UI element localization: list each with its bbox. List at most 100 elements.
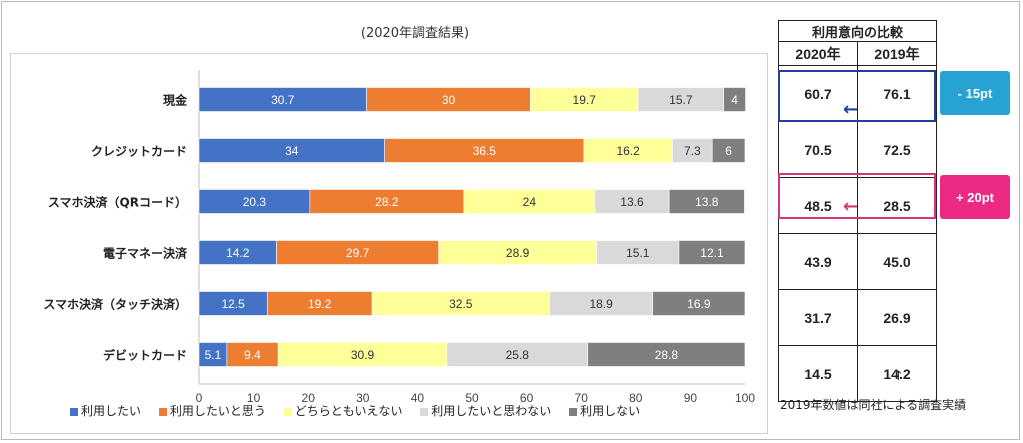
cell-2019: 26.9 <box>857 289 937 346</box>
data-label: 15.7 <box>669 93 693 107</box>
bar-segment <box>549 291 654 316</box>
bar-segment <box>668 189 745 214</box>
plot-area: 現金 30.7 30 19.7 15.7 4 クレジットカード 34 36.5 16.2 7.3 6 ス… <box>10 53 768 434</box>
data-label: 30 <box>442 93 456 107</box>
table-title: 利用意向の比較 <box>778 20 937 42</box>
x-tick-label: 20 <box>302 391 316 405</box>
legend-item-1: 利用したい <box>70 404 141 418</box>
data-label: 13.6 <box>620 195 644 209</box>
cell-2020: 70.5 <box>778 121 858 178</box>
table-row: 43.9 45.0 <box>778 233 937 290</box>
data-label: 20.3 <box>243 195 267 209</box>
bar-segment <box>276 240 439 265</box>
bar-segment <box>384 138 585 163</box>
bar-segment <box>637 87 725 112</box>
cash-diff-badge: - 15pt <box>940 71 1010 115</box>
stacked-bar-chart: 現金 30.7 30 19.7 15.7 4 クレジットカード 34 36.5 16.2 7.3 6 ス… <box>43 70 755 405</box>
legend-swatch-4 <box>420 407 429 416</box>
legend-label-3: どちらともいえない <box>294 404 403 418</box>
cell-2020: 31.7 <box>778 289 858 346</box>
x-tick-label: 10 <box>247 391 261 405</box>
data-label: 19.2 <box>308 297 332 311</box>
header-2019: 2019年 <box>857 41 937 66</box>
x-tick-label: 60 <box>520 391 534 405</box>
category-label: 電子マネー決済 <box>103 246 188 261</box>
x-tick-label: 90 <box>684 391 698 405</box>
legend: 利用したい 利用したいと思う どちらともいえない 利用したいと思わない 利用しな… <box>70 402 654 419</box>
bar-segment <box>309 189 465 214</box>
category-label: 現金 <box>163 93 188 108</box>
cell-2020: 14.5 <box>778 345 858 402</box>
data-label: 12.5 <box>221 297 245 311</box>
data-label: 6 <box>725 144 732 158</box>
category-label: デビットカード <box>103 348 187 363</box>
bar-segment <box>198 240 277 265</box>
x-tick-label: 70 <box>575 391 589 405</box>
legend-item-3: どちらともいえない <box>283 404 403 418</box>
legend-label-2: 利用したいと思う <box>169 404 266 418</box>
legend-swatch-3 <box>283 407 292 416</box>
table-row: 70.5 72.5 <box>778 121 937 178</box>
legend-label-5: 利用しない <box>580 404 641 418</box>
category-label: スマホ決済（QRコード） <box>48 195 187 210</box>
header-2020: 2020年 <box>778 41 858 66</box>
data-label: 28.8 <box>655 348 679 362</box>
cell-2019: 28.5 <box>857 177 937 234</box>
cell-2019: 14.2 <box>857 345 937 402</box>
cash-arrow-left-icon: ← <box>843 99 859 120</box>
data-label: 18.9 <box>589 297 613 311</box>
data-label: 19.7 <box>573 93 597 107</box>
chart-subtitle: (2020年調査結果) <box>360 26 470 41</box>
legend-label-4: 利用したいと思わない <box>431 404 552 418</box>
source-note: 2019年数値は同社による調査実績 <box>780 398 967 412</box>
data-label: 12.1 <box>700 246 724 260</box>
qr-diff-badge: + 20pt <box>940 175 1010 219</box>
data-label: 24 <box>523 195 537 209</box>
category-label: クレジットカード <box>91 145 187 159</box>
cell-2020: 43.9 <box>778 233 858 290</box>
bar-segment <box>711 138 746 163</box>
data-label: 25.8 <box>506 348 530 362</box>
legend-swatch-5 <box>569 407 578 416</box>
category-label: スマホ決済（タッチ決済） <box>43 297 187 312</box>
data-label: 15.1 <box>626 246 650 260</box>
bar-segment <box>438 240 597 265</box>
data-label: 4 <box>731 93 738 107</box>
up-arrow-icon: ↑ <box>893 369 904 384</box>
bar-segment <box>198 291 268 316</box>
data-label: 28.2 <box>375 195 399 209</box>
legend-item-5: 利用しない <box>569 404 640 418</box>
bar-segment <box>583 138 673 163</box>
bar-segment <box>594 189 670 214</box>
data-label: 13.8 <box>695 195 719 209</box>
qr-highlight-box <box>778 173 936 219</box>
bar-segment <box>652 291 746 316</box>
data-label: 14.2 <box>226 246 250 260</box>
data-label: 28.9 <box>506 246 530 260</box>
legend-item-2: 利用したいと思う <box>158 404 266 418</box>
bar-segment <box>530 87 639 112</box>
bar-segment <box>198 87 367 112</box>
cell-2019: 45.0 <box>857 233 937 290</box>
x-tick-label: 40 <box>411 391 425 405</box>
data-label: 30.9 <box>351 348 375 362</box>
bar-segment <box>587 342 746 367</box>
bar-segment <box>463 189 596 214</box>
data-label: 5.1 <box>205 348 222 362</box>
data-label: 16.9 <box>687 297 711 311</box>
cell-2019: 72.5 <box>857 121 937 178</box>
bar-segment <box>198 342 228 367</box>
data-label: 7.3 <box>684 144 701 158</box>
x-tick-label: 30 <box>356 391 370 405</box>
x-tick-label: 50 <box>465 391 479 405</box>
table-row: 31.7 26.9 <box>778 289 937 346</box>
table-title-row: 利用意向の比較 <box>778 20 937 42</box>
bar-segment <box>723 87 746 112</box>
data-label: 36.5 <box>473 144 497 158</box>
data-label: 29.7 <box>346 246 370 260</box>
bar-segment <box>226 342 279 367</box>
bar-segment <box>371 291 550 316</box>
legend-item-4: 利用したいと思わない <box>420 404 551 418</box>
data-label: 32.5 <box>449 297 473 311</box>
data-label: 30.7 <box>271 93 295 107</box>
